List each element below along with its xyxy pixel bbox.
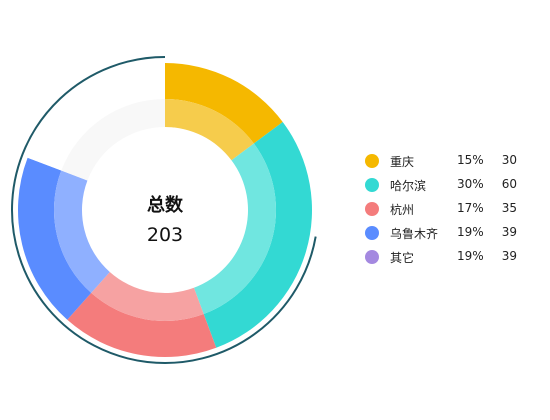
legend-value: 39 — [501, 249, 517, 263]
slice-2-outer[interactable] — [67, 292, 217, 358]
donut-slices — [17, 62, 313, 358]
legend-label: 杭州 — [390, 203, 415, 217]
legend-item[interactable]: 其它 19% 39 — [365, 246, 545, 270]
legend-marker — [365, 154, 379, 168]
legend-value: 60 — [501, 177, 517, 191]
legend-label: 哈尔滨 — [390, 179, 427, 193]
legend-percent: 19% — [457, 225, 484, 239]
legend-percent: 30% — [457, 177, 484, 191]
outer-ring — [11, 56, 317, 364]
legend-marker — [365, 202, 379, 216]
center-total: 203 — [147, 224, 183, 246]
slice-4-inner[interactable] — [61, 99, 166, 181]
legend-marker — [365, 250, 379, 264]
legend-marker — [365, 226, 379, 240]
legend-value: 35 — [501, 201, 517, 215]
legend-value: 39 — [501, 225, 517, 239]
slice-4-outer[interactable] — [27, 62, 165, 171]
legend-item[interactable]: 杭州 17% 35 — [365, 198, 545, 222]
outer-decorative-arc — [11, 56, 317, 364]
inner-ring — [54, 99, 276, 321]
legend-label: 其它 — [390, 251, 415, 265]
slice-2-inner[interactable] — [91, 272, 204, 321]
legend-item[interactable]: 哈尔滨 30% 60 — [365, 174, 545, 198]
slice-1-inner[interactable] — [193, 143, 276, 315]
legend-percent: 17% — [457, 201, 484, 215]
legend-marker — [365, 178, 379, 192]
center-title: 总数 — [147, 194, 184, 216]
legend-item[interactable]: 乌鲁木齐 19% 39 — [365, 222, 545, 246]
legend-percent: 15% — [457, 153, 484, 167]
slice-1-outer[interactable] — [203, 121, 313, 348]
legend-value: 30 — [501, 153, 517, 167]
slice-0-inner[interactable] — [165, 99, 254, 161]
slice-3-outer[interactable] — [17, 157, 92, 320]
legend: 重庆 15% 30 哈尔滨 30% 60 杭州 17% 35 乌鲁木齐 19% … — [365, 150, 545, 270]
legend-label: 乌鲁木齐 — [390, 227, 439, 241]
slice-0-outer[interactable] — [165, 63, 283, 144]
legend-percent: 19% — [457, 249, 484, 263]
slice-3-inner[interactable] — [54, 170, 110, 293]
legend-item[interactable]: 重庆 15% 30 — [365, 150, 545, 174]
legend-label: 重庆 — [390, 155, 415, 169]
